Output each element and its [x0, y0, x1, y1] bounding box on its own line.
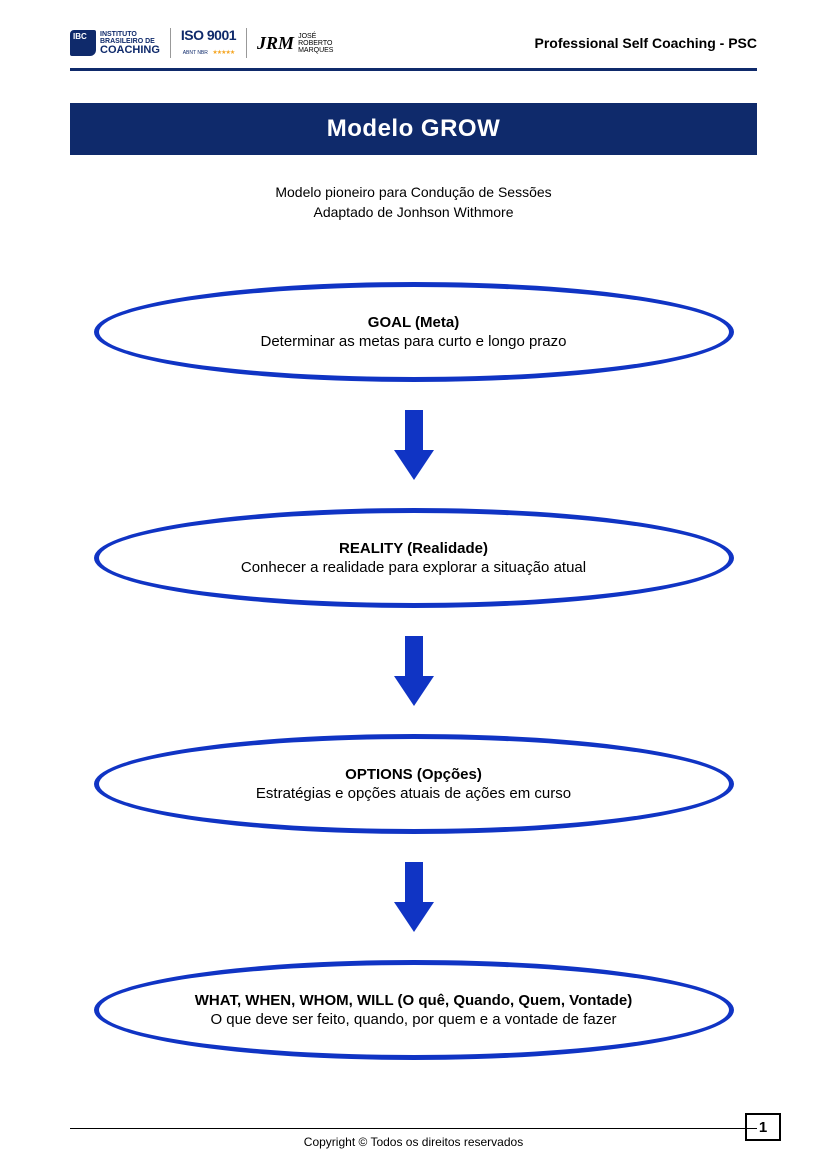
ibc-line1: INSTITUTO — [100, 31, 160, 38]
arrow-down-icon — [394, 636, 434, 706]
ibc-icon — [70, 30, 96, 56]
logo-iso: ISO 9001 ABNT NBR ★★★★★ — [181, 28, 236, 58]
arrow-down-icon — [394, 410, 434, 480]
page-footer: Copyright © Todos os direitos reservados — [0, 1128, 827, 1149]
diagram-node-reality: REALITY (Realidade) Conhecer a realidade… — [94, 508, 734, 608]
divider-icon — [246, 28, 247, 58]
node-desc: Determinar as metas para curto e longo p… — [261, 333, 567, 350]
iso-main: ISO 9001 — [181, 28, 236, 42]
copyright-text: Copyright © Todos os direitos reservados — [0, 1135, 827, 1149]
diagram-node-goal: GOAL (Meta) Determinar as metas para cur… — [94, 282, 734, 382]
node-title: OPTIONS (Opções) — [345, 766, 482, 783]
jrm-line3: MARQUES — [298, 47, 333, 54]
jrm-mark: JRM — [257, 33, 294, 54]
jrm-line1: JOSÉ — [298, 33, 333, 40]
jrm-line2: ROBERTO — [298, 40, 333, 47]
subtitle-line2: Adaptado de Jonhson Withmore — [0, 203, 827, 223]
diagram-node-options: OPTIONS (Opções) Estratégias e opções at… — [94, 734, 734, 834]
iso-sub: ABNT NBR — [183, 50, 208, 56]
logo-ibc: INSTITUTO BRASILEIRO DE COACHING — [70, 30, 160, 56]
page-subtitle: Modelo pioneiro para Condução de Sessões… — [0, 183, 827, 222]
grow-diagram: GOAL (Meta) Determinar as metas para cur… — [70, 282, 757, 1060]
iso-stars: ★★★★★ — [212, 50, 234, 56]
node-title: WHAT, WHEN, WHOM, WILL (O quê, Quando, Q… — [195, 992, 632, 1009]
subtitle-line1: Modelo pioneiro para Condução de Sessões — [0, 183, 827, 203]
node-desc: Estratégias e opções atuais de ações em … — [256, 785, 571, 802]
node-desc: O que deve ser feito, quando, por quem e… — [210, 1011, 616, 1028]
ibc-line3: COACHING — [100, 45, 160, 56]
arrow-down-icon — [394, 862, 434, 932]
course-name: Professional Self Coaching - PSC — [535, 35, 758, 51]
divider-icon — [170, 28, 171, 58]
header-logos: INSTITUTO BRASILEIRO DE COACHING ISO 900… — [70, 28, 333, 58]
jrm-text: JOSÉ ROBERTO MARQUES — [298, 33, 333, 54]
node-desc: Conhecer a realidade para explorar a sit… — [241, 559, 586, 576]
page-header: INSTITUTO BRASILEIRO DE COACHING ISO 900… — [0, 0, 827, 68]
node-title: GOAL (Meta) — [368, 314, 459, 331]
page-title: Modelo GROW — [70, 103, 757, 155]
diagram-node-will: WHAT, WHEN, WHOM, WILL (O quê, Quando, Q… — [94, 960, 734, 1060]
footer-rule — [70, 1128, 757, 1129]
header-rule — [70, 68, 757, 71]
node-title: REALITY (Realidade) — [339, 540, 488, 557]
ibc-text: INSTITUTO BRASILEIRO DE COACHING — [100, 31, 160, 56]
logo-jrm: JRM JOSÉ ROBERTO MARQUES — [257, 33, 333, 54]
